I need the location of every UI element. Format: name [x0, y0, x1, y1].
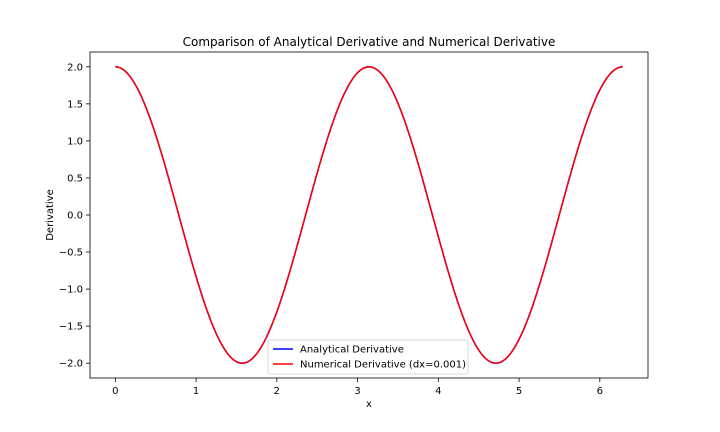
x-tick-label: 5 [516, 386, 522, 397]
legend: Analytical Derivative Numerical Derivativ… [267, 339, 469, 375]
x-tick-label: 2 [274, 386, 280, 397]
x-tick-label: 1 [193, 386, 199, 397]
x-axis: 0 1 2 3 4 5 6 [112, 378, 603, 397]
x-tick-label: 3 [354, 386, 360, 397]
x-axis-label: x [366, 399, 372, 410]
y-axis: 2.0 1.5 1.0 0.5 0.0 −0.5 −1.0 −1.5 −2.0 [59, 62, 90, 370]
legend-label: Analytical Derivative [300, 345, 404, 356]
y-tick-label: −2.0 [59, 359, 83, 370]
y-tick-label: 1.5 [67, 99, 83, 110]
y-axis-label: Derivative [45, 189, 56, 241]
y-tick-label: 2.0 [67, 62, 83, 73]
series-layer [115, 66, 623, 364]
y-tick-label: 0.0 [67, 211, 83, 222]
y-tick-label: 1.0 [67, 136, 83, 147]
x-tick-label: 4 [435, 386, 441, 397]
y-tick-label: 0.5 [67, 173, 83, 184]
series-line-numerical [115, 66, 623, 364]
x-tick-label: 6 [597, 386, 603, 397]
y-tick-label: −1.0 [59, 285, 83, 296]
legend-box [267, 339, 469, 375]
chart-title: Comparison of Analytical Derivative and … [183, 35, 556, 49]
y-tick-label: −0.5 [59, 248, 83, 259]
x-tick-label: 0 [112, 386, 118, 397]
legend-label: Numerical Derivative (dx=0.001) [300, 360, 466, 371]
y-tick-label: −1.5 [59, 322, 83, 333]
